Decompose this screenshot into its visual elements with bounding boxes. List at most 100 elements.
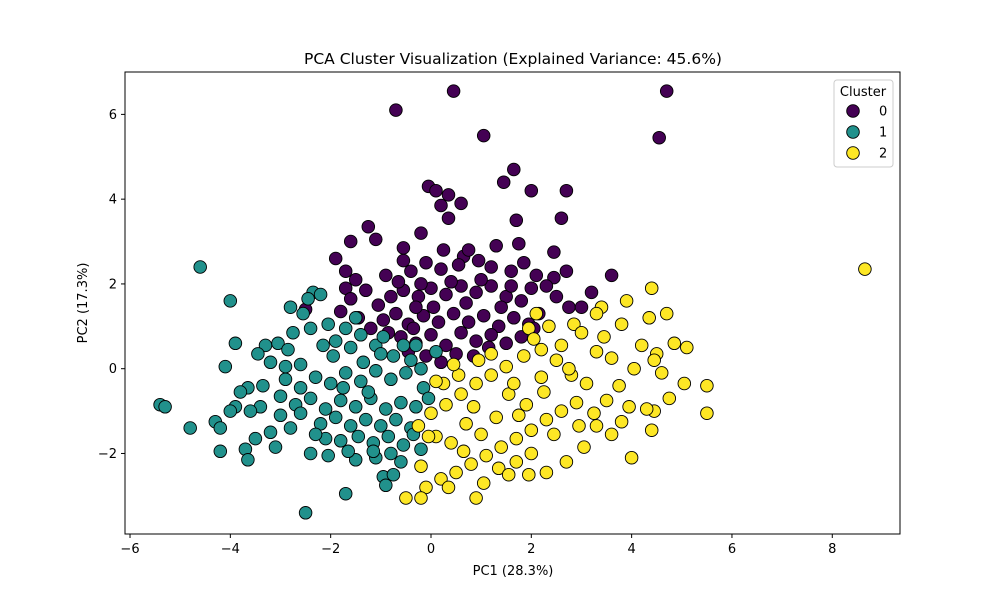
- data-point-cluster-2: [456, 444, 471, 459]
- data-point-cluster-2: [534, 342, 549, 357]
- data-point-cluster-0: [499, 336, 513, 351]
- data-point-cluster-1: [354, 328, 368, 342]
- data-point-cluster-1: [308, 427, 323, 442]
- data-point-cluster-2: [569, 395, 584, 410]
- data-point-cluster-0: [384, 289, 398, 304]
- data-point-cluster-0: [431, 315, 446, 329]
- data-point-cluster-1: [293, 357, 308, 372]
- data-point-cluster-1: [379, 478, 393, 493]
- data-point-cluster-0: [424, 328, 438, 342]
- data-point-cluster-2: [414, 459, 428, 473]
- data-point-cluster-1: [286, 325, 300, 340]
- data-point-cluster-1: [223, 294, 238, 308]
- data-point-cluster-2: [469, 491, 483, 505]
- data-point-cluster-1: [321, 448, 335, 463]
- x-tick-label: −2: [321, 542, 340, 557]
- data-point-cluster-0: [446, 306, 461, 321]
- data-point-cluster-1: [359, 412, 373, 427]
- data-point-cluster-1: [256, 378, 270, 393]
- y-tick-label: 2: [109, 277, 117, 292]
- data-point-cluster-1: [328, 334, 343, 348]
- data-point-cluster-0: [376, 313, 391, 327]
- data-point-cluster-0: [554, 211, 569, 225]
- data-point-cluster-2: [446, 357, 461, 372]
- data-point-cluster-1: [409, 338, 423, 353]
- data-point-cluster-1: [384, 446, 398, 461]
- data-point-cluster-1: [298, 506, 313, 520]
- data-point-cluster-0: [484, 260, 498, 274]
- data-point-cluster-0: [396, 241, 411, 255]
- data-point-cluster-0: [439, 338, 453, 353]
- data-point-cluster-0: [419, 255, 433, 270]
- data-point-cluster-0: [517, 255, 531, 270]
- data-point-cluster-1: [376, 330, 391, 344]
- data-point-cluster-2: [517, 349, 531, 363]
- x-tick-label: −6: [120, 542, 139, 557]
- data-point-cluster-0: [512, 236, 526, 251]
- data-point-cluster-1: [369, 364, 383, 378]
- data-point-cluster-2: [471, 353, 486, 367]
- data-point-cluster-0: [559, 264, 574, 278]
- data-point-cluster-1: [338, 366, 353, 380]
- data-point-cluster-1: [326, 349, 340, 363]
- data-point-cluster-0: [504, 264, 518, 278]
- data-point-cluster-1: [338, 486, 353, 501]
- data-point-cluster-1: [213, 421, 228, 435]
- data-point-cluster-1: [399, 366, 413, 380]
- data-point-cluster-2: [527, 332, 541, 346]
- data-point-cluster-2: [587, 406, 601, 420]
- x-tick-label: 0: [427, 542, 435, 557]
- x-tick-label: −4: [221, 542, 240, 557]
- data-point-cluster-1: [316, 338, 330, 353]
- data-point-cluster-0: [507, 311, 521, 325]
- data-point-cluster-1: [268, 440, 283, 454]
- data-point-cluster-1: [321, 317, 335, 331]
- x-tick-label: 8: [828, 542, 836, 557]
- data-point-cluster-2: [589, 344, 604, 359]
- data-point-cluster-2: [411, 419, 426, 433]
- data-point-cluster-0: [549, 289, 564, 304]
- data-point-cluster-1: [251, 347, 265, 361]
- data-point-cluster-1: [273, 408, 288, 423]
- data-point-cluster-0: [469, 334, 483, 348]
- data-point-cluster-0: [406, 321, 421, 336]
- data-point-cluster-2: [494, 440, 508, 454]
- legend-label-cluster-1: 1: [879, 126, 887, 141]
- data-point-cluster-1: [318, 402, 333, 416]
- legend-title: Cluster: [840, 85, 887, 100]
- data-point-cluster-0: [444, 275, 458, 289]
- x-axis-ticks: −6 −4 −2 0 2 4 6 8: [120, 534, 836, 557]
- data-point-cluster-0: [369, 232, 383, 247]
- data-point-cluster-2: [441, 480, 456, 495]
- data-point-cluster-0: [604, 268, 619, 283]
- data-point-cluster-2: [466, 400, 481, 414]
- data-point-cluster-2: [667, 336, 682, 351]
- data-point-cluster-1: [343, 340, 358, 355]
- data-point-cluster-1: [338, 321, 353, 336]
- data-point-cluster-2: [459, 417, 473, 431]
- data-point-cluster-1: [218, 359, 233, 374]
- data-point-cluster-0: [348, 272, 363, 287]
- data-point-cluster-1: [336, 381, 350, 395]
- legend-items: 0 1 2: [846, 104, 887, 162]
- data-point-cluster-1: [421, 391, 436, 406]
- data-point-cluster-0: [509, 213, 524, 228]
- data-point-cluster-1: [389, 412, 403, 427]
- data-point-cluster-1: [213, 444, 228, 459]
- data-point-cluster-1: [341, 444, 355, 459]
- y-tick-label: 0: [109, 362, 117, 377]
- data-point-cluster-2: [559, 455, 574, 469]
- data-point-cluster-1: [273, 389, 288, 403]
- y-tick-label: −2: [98, 447, 117, 462]
- data-point-cluster-0: [476, 308, 491, 323]
- y-axis-label: PC2 (17.3%): [76, 263, 91, 344]
- data-point-cluster-1: [263, 355, 278, 370]
- data-point-cluster-2: [469, 376, 483, 391]
- data-point-cluster-2: [562, 361, 576, 376]
- data-point-cluster-2: [659, 306, 674, 321]
- data-point-cluster-2: [484, 368, 498, 382]
- data-point-cluster-1: [293, 406, 308, 420]
- data-point-cluster-2: [439, 397, 453, 412]
- data-point-cluster-0: [391, 275, 406, 289]
